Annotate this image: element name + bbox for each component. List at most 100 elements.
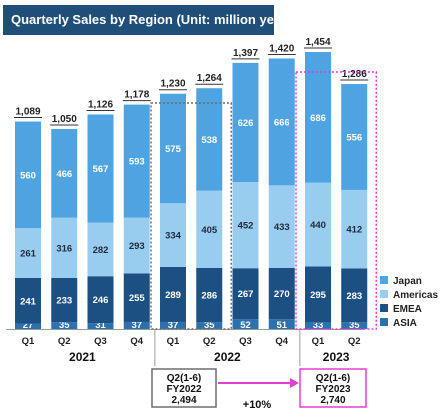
data-label: 560 [20, 170, 36, 181]
bar-segment-americas [15, 228, 41, 278]
bar-segment-japan [305, 52, 331, 183]
x-tick-label: Q4 [130, 336, 143, 347]
bar-segment-asia [87, 323, 114, 329]
data-label: 241 [20, 296, 37, 307]
data-label: 412 [346, 225, 362, 236]
comparison-text: 2,740 [320, 395, 345, 406]
total-label: 1,050 [52, 114, 77, 125]
data-label: 283 [346, 291, 362, 302]
bar-segment-americas [87, 222, 114, 277]
growth-label: +10% [243, 399, 272, 411]
year-label: 2021 [69, 350, 96, 364]
data-label: 440 [310, 220, 326, 231]
bar-segment-asia [123, 321, 150, 329]
comparison-text: Q2(1-6) [167, 373, 201, 384]
bar-segment-asia [305, 322, 331, 329]
total-label: 1,286 [342, 69, 367, 80]
year-label: 2023 [323, 350, 350, 364]
data-label: 35 [204, 320, 215, 331]
bar-segment-asia [196, 322, 223, 329]
data-label: 261 [20, 249, 37, 260]
comparison-text: FY2022 [166, 384, 201, 395]
total-label: 1,397 [233, 48, 258, 59]
data-label: 270 [274, 289, 290, 300]
total-label: 1,230 [160, 79, 185, 90]
bar-segment-asia [232, 319, 259, 329]
total-label: 1,126 [88, 99, 113, 110]
data-label: 567 [93, 164, 109, 175]
data-label: 31 [95, 320, 106, 331]
data-label: 466 [56, 169, 72, 180]
data-label: 233 [56, 296, 72, 307]
data-label: 255 [129, 293, 146, 304]
data-label: 538 [201, 135, 217, 146]
bar-segment-asia [51, 322, 78, 329]
bar-segment-japan [123, 104, 150, 218]
comparison-arrow-head [290, 378, 299, 388]
x-tick-label: Q4 [275, 336, 288, 347]
bar-segment-americas [196, 190, 223, 268]
data-label: 293 [129, 241, 145, 252]
bar-segment-americas [268, 185, 295, 268]
total-label: 1,089 [15, 107, 40, 118]
bar-segment-emea [160, 266, 186, 322]
bar-segment-japan [87, 114, 114, 223]
bar-segment-emea [232, 268, 259, 320]
comparison-box-fy2022 [151, 368, 217, 408]
data-label: 289 [165, 290, 181, 301]
x-tick-label: Q1 [312, 336, 325, 347]
data-label: 35 [349, 320, 360, 331]
bar-segment-asia [341, 322, 368, 329]
highlight-box [150, 102, 232, 330]
legend-label: Americas [393, 290, 438, 301]
bar-segment-asia [15, 323, 41, 329]
bar-segment-japan [341, 84, 368, 190]
bar-segment-asia [160, 321, 186, 329]
data-label: 433 [274, 222, 290, 233]
legend-swatch [380, 276, 388, 284]
x-tick-label: Q2 [58, 336, 71, 347]
comparison-text: Q2(1-6) [316, 373, 350, 384]
data-label: 686 [310, 113, 326, 124]
data-label: 593 [129, 157, 145, 168]
legend-swatch [380, 290, 388, 298]
bar-segment-emea [341, 268, 368, 323]
total-label: 1,264 [197, 73, 222, 84]
data-label: 666 [274, 117, 290, 128]
data-label: 452 [238, 221, 254, 232]
bar-segment-americas [305, 182, 331, 267]
data-label: 33 [313, 320, 324, 331]
data-label: 267 [238, 289, 254, 300]
total-label: 1,420 [269, 43, 294, 54]
bar-segment-japan [160, 93, 186, 204]
data-label: 405 [201, 225, 218, 236]
bar-segment-emea [268, 267, 295, 320]
data-label: 556 [346, 132, 362, 143]
comparison-text: 2,494 [171, 395, 196, 406]
data-label: 334 [165, 231, 182, 242]
bar-segment-emea [196, 267, 223, 323]
bar-segment-emea [123, 273, 150, 322]
chart-title: Quarterly Sales by Region (Unit: million… [11, 12, 287, 27]
total-label: 1,178 [124, 90, 149, 101]
bar-segment-emea [15, 277, 41, 324]
bar-segment-emea [87, 276, 114, 324]
data-label: 246 [93, 295, 109, 306]
x-tick-label: Q2 [348, 336, 361, 347]
data-label: 316 [56, 243, 72, 254]
data-label: 27 [23, 320, 34, 331]
legend-label: EMEA [393, 304, 422, 315]
x-tick-label: Q3 [94, 336, 107, 347]
data-label: 35 [59, 320, 70, 331]
title-bar: Quarterly Sales by Region (Unit: million… [3, 5, 286, 35]
highlight-box [295, 71, 377, 330]
comparison-text: FY2023 [315, 384, 350, 395]
bar-segment-americas [341, 189, 368, 269]
bar-segment-japan [232, 62, 259, 183]
data-label: 51 [276, 320, 287, 331]
x-tick-label: Q2 [203, 336, 216, 347]
comparison-box-fy2023 [299, 368, 367, 408]
data-label: 575 [165, 144, 182, 155]
bar-segment-japan [51, 128, 78, 218]
